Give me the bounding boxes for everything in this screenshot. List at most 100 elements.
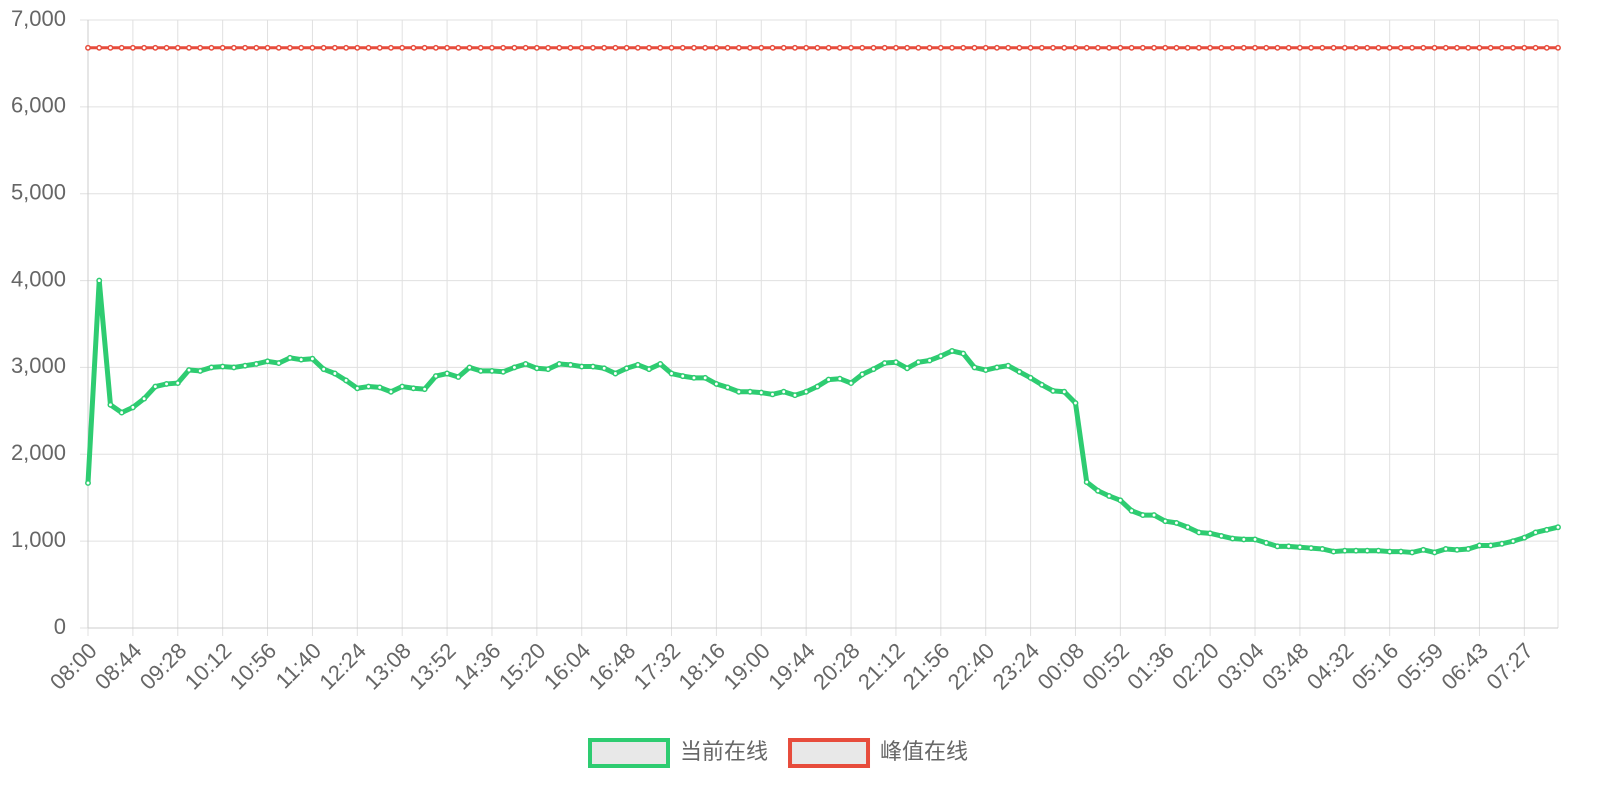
data-point <box>298 44 305 51</box>
data-point <box>646 366 653 373</box>
data-point <box>1465 44 1472 51</box>
data-point <box>949 44 955 51</box>
data-point <box>791 392 798 399</box>
data-point <box>1487 44 1494 51</box>
data-point <box>646 44 653 51</box>
data-point <box>881 44 888 51</box>
x-tick-label: 03:48 <box>1257 638 1314 695</box>
data-point <box>253 44 260 51</box>
data-point <box>892 44 899 51</box>
data-point <box>691 44 697 51</box>
data-point <box>612 370 619 377</box>
data-point <box>85 479 91 486</box>
x-tick-label: 08:00 <box>45 638 102 695</box>
data-point <box>455 44 462 51</box>
data-point <box>859 371 866 378</box>
data-point <box>477 367 484 374</box>
data-point <box>1353 44 1359 51</box>
data-point <box>533 44 540 51</box>
data-point <box>1375 547 1382 554</box>
data-point <box>331 44 338 51</box>
data-point <box>354 44 361 51</box>
data-point <box>679 373 686 380</box>
y-tick-label: 1,000 <box>11 527 66 552</box>
x-tick-label: 21:56 <box>898 638 955 695</box>
x-tick-label: 04:32 <box>1302 638 1359 695</box>
data-point <box>1252 44 1258 51</box>
x-tick-label: 12:24 <box>314 638 371 695</box>
data-point <box>1072 400 1079 406</box>
data-point <box>275 360 282 367</box>
data-point <box>836 375 843 382</box>
data-point <box>1442 546 1449 552</box>
data-point <box>657 44 664 51</box>
data-point <box>432 373 439 380</box>
y-tick-label: 7,000 <box>11 6 66 31</box>
data-point <box>1027 44 1034 51</box>
x-tick-label: 05:16 <box>1347 638 1404 695</box>
data-point <box>702 374 709 381</box>
data-point <box>1397 44 1404 51</box>
data-point <box>399 383 406 390</box>
y-tick-label: 2,000 <box>11 440 66 465</box>
data-point <box>1139 44 1146 51</box>
data-point <box>298 356 305 363</box>
data-point <box>612 44 619 51</box>
data-point <box>1476 44 1483 51</box>
data-point <box>1431 549 1438 556</box>
data-point <box>870 44 877 51</box>
data-point <box>141 395 148 402</box>
data-point <box>1061 388 1068 395</box>
data-point <box>96 44 103 51</box>
data-point <box>679 44 686 51</box>
data-point <box>1151 512 1157 519</box>
data-point <box>937 44 944 51</box>
data-point <box>152 383 159 390</box>
data-point <box>354 385 361 392</box>
data-point <box>825 44 832 51</box>
data-point <box>623 365 630 372</box>
data-point <box>735 44 742 51</box>
data-point <box>1027 374 1034 381</box>
data-point <box>511 44 518 51</box>
data-point <box>870 366 877 373</box>
legend-label: 当前在线 <box>680 739 768 764</box>
data-point <box>971 364 978 371</box>
y-tick-label: 5,000 <box>11 180 66 205</box>
data-point <box>129 44 136 51</box>
data-point <box>702 44 709 51</box>
data-point <box>949 347 955 354</box>
data-point <box>1050 387 1056 394</box>
x-tick-label: 14:36 <box>449 638 506 695</box>
data-point <box>758 389 765 396</box>
data-point <box>915 44 922 51</box>
data-point <box>107 44 114 51</box>
data-point <box>859 44 866 51</box>
data-point <box>803 388 810 395</box>
data-point <box>814 44 821 51</box>
data-point <box>343 377 350 384</box>
data-point <box>388 44 394 51</box>
x-tick-label: 03:04 <box>1212 638 1269 695</box>
data-point <box>982 44 989 51</box>
data-point <box>1465 546 1472 552</box>
data-point <box>971 44 978 51</box>
data-point <box>376 44 383 51</box>
data-point <box>1510 44 1517 51</box>
y-tick-label: 3,000 <box>11 353 66 378</box>
data-point <box>287 354 293 361</box>
data-point <box>1274 44 1281 51</box>
data-point <box>466 44 473 51</box>
legend-label: 峰值在线 <box>880 739 968 764</box>
data-point <box>567 361 574 368</box>
data-point <box>1510 538 1517 545</box>
y-tick-label: 0 <box>54 614 66 639</box>
data-point <box>1184 524 1191 531</box>
data-point <box>1263 44 1270 51</box>
x-tick-label: 08:44 <box>90 638 147 695</box>
data-point <box>242 44 249 51</box>
data-point <box>444 44 451 51</box>
data-point <box>489 367 495 374</box>
data-point <box>1364 44 1371 51</box>
data-point <box>590 363 596 370</box>
